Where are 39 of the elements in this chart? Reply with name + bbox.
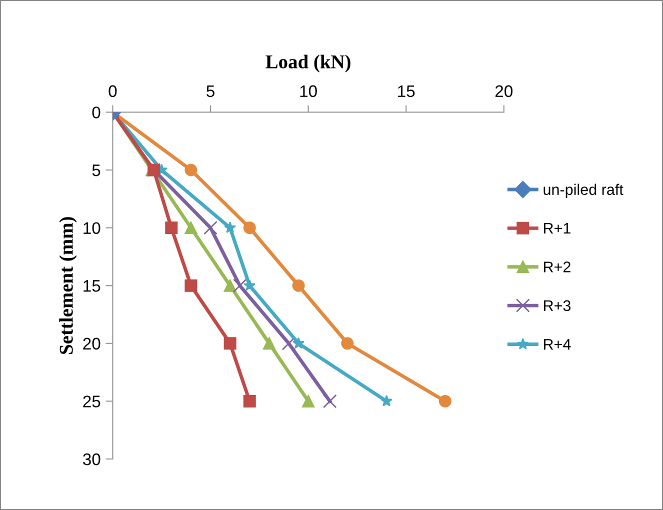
- y-tick-label: 25: [83, 396, 100, 408]
- y-tick-label: 30: [83, 453, 100, 466]
- legend-label: un-piled raft: [544, 184, 624, 198]
- point: [262, 337, 276, 350]
- point: [224, 279, 236, 292]
- legend-label: R+1: [544, 223, 570, 234]
- point: [204, 220, 218, 235]
- y-axis-title: Settlement (mm): [59, 217, 77, 354]
- legend-label: R+4: [544, 339, 571, 350]
- point: [224, 337, 236, 350]
- point: [302, 394, 315, 408]
- point: [244, 279, 256, 291]
- point: [243, 222, 256, 234]
- x-tick-label: 0: [108, 85, 117, 98]
- y-tick-label: 10: [84, 222, 100, 234]
- y-tick-label: 5: [92, 164, 100, 176]
- x-tick-label: 20: [495, 85, 512, 98]
- legend-label: R+3: [544, 300, 571, 312]
- x-axis-title: Load (kN): [266, 54, 350, 72]
- point: [184, 164, 198, 176]
- point: [243, 394, 256, 408]
- point: [292, 279, 305, 292]
- point: [322, 394, 337, 408]
- point: [184, 279, 198, 292]
- point: [292, 337, 304, 349]
- x-tick-label: 15: [398, 85, 415, 98]
- y-tick-label: 0: [92, 106, 100, 118]
- x-tick-label: 5: [206, 85, 214, 98]
- x-tick-label: 10: [300, 85, 317, 98]
- y-tick-label: 20: [83, 338, 100, 350]
- point: [232, 278, 247, 293]
- point: [380, 394, 393, 406]
- point: [438, 394, 452, 408]
- point: [165, 222, 178, 234]
- y-tick-label: 15: [84, 280, 100, 292]
- point: [341, 337, 354, 350]
- legend-label: R+2: [544, 262, 570, 272]
- point: [224, 222, 236, 233]
- point: [184, 222, 198, 234]
